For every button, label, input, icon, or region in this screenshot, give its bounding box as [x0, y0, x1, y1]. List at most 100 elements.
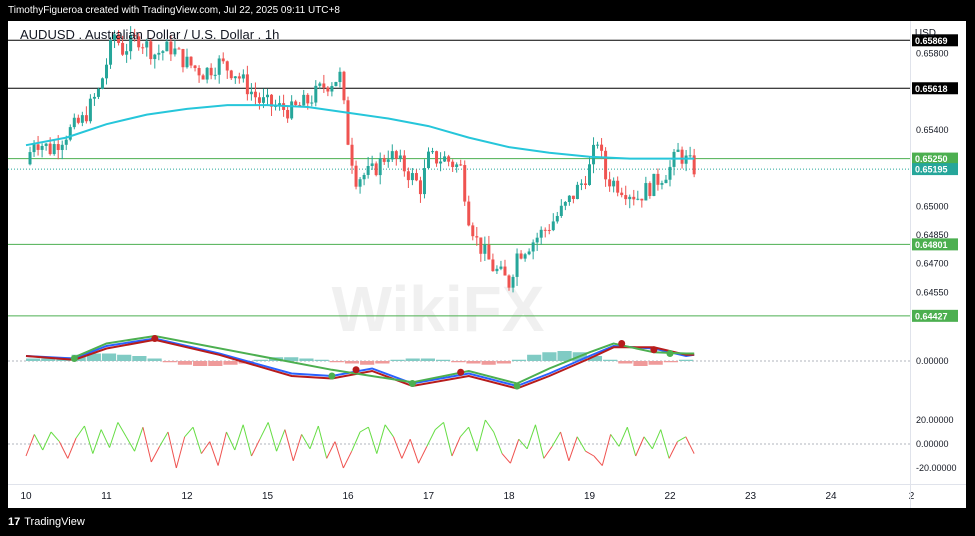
- macd-histogram-bar: [147, 358, 162, 361]
- chart-title: AUDUSD . Australian Dollar / U.S. Dollar…: [20, 27, 280, 42]
- candle-body: [157, 52, 161, 55]
- macd-cross-marker: [513, 382, 521, 390]
- last-price-label: 0.65195: [915, 165, 948, 175]
- candle-body: [173, 48, 177, 55]
- tradingview-logo[interactable]: 17 TradingView: [8, 515, 85, 529]
- macd-cross-marker: [618, 340, 626, 347]
- candle-body: [286, 109, 290, 119]
- osc-segment: [83, 425, 94, 454]
- candle-body: [64, 139, 68, 145]
- candle-body: [133, 34, 137, 37]
- macd-histogram-bar: [41, 358, 56, 361]
- candle-body: [125, 51, 129, 55]
- candle-body: [551, 221, 555, 231]
- macd-histogram-bar: [177, 361, 193, 365]
- osc-segment: [534, 424, 545, 459]
- candle-body: [563, 201, 567, 206]
- y-tick-label: 0.64700: [916, 259, 949, 269]
- macd-histogram-bar: [481, 361, 496, 365]
- candle-body: [88, 98, 92, 122]
- candle-body: [664, 179, 668, 184]
- candle-body: [56, 144, 60, 150]
- candle-body: [660, 183, 664, 185]
- osc-segment: [351, 431, 361, 452]
- candle-body: [632, 196, 636, 200]
- candle-body: [358, 179, 362, 187]
- candle-body: [165, 41, 169, 52]
- candle-body: [604, 150, 608, 180]
- osc-segment: [50, 431, 60, 442]
- candle-body: [113, 34, 117, 41]
- macd-cross-marker: [666, 350, 674, 357]
- candle-body: [314, 85, 318, 103]
- last-price-box: [912, 163, 958, 176]
- footer-bar: 17 TradingView: [0, 508, 975, 536]
- tradingview-brand: TradingView: [24, 516, 85, 528]
- candle-body: [318, 83, 322, 86]
- candle-body: [169, 41, 173, 55]
- macd-histogram-bar: [344, 361, 360, 364]
- candle-body: [197, 68, 201, 76]
- candle-body: [109, 40, 113, 65]
- candle-body: [491, 259, 495, 272]
- candle-body: [217, 58, 221, 75]
- osc-segment: [401, 439, 411, 459]
- osc-segment: [359, 426, 369, 433]
- osc-segment: [251, 438, 261, 457]
- osc-segment: [125, 436, 136, 452]
- candle-body: [129, 34, 133, 52]
- osc-segment: [518, 438, 528, 450]
- candle-body: [153, 54, 157, 60]
- osc-segment: [409, 439, 420, 464]
- level-label: 0.64801: [915, 240, 948, 250]
- currency-label: USD: [914, 28, 936, 39]
- candle-body: [28, 152, 32, 165]
- candle-body: [483, 244, 487, 254]
- candle-body: [342, 71, 346, 101]
- candle-body: [298, 105, 302, 107]
- candle-body: [455, 164, 459, 168]
- macd-histogram-bar: [648, 361, 663, 365]
- level-label-box: [912, 238, 958, 251]
- osc-segment: [58, 441, 69, 459]
- macd-histogram-bar: [466, 361, 481, 364]
- candle-body: [40, 145, 44, 150]
- osc-segment: [109, 422, 119, 448]
- osc-segment: [292, 434, 303, 461]
- candle-body: [507, 275, 511, 288]
- osc-segment: [677, 436, 687, 443]
- candle-body: [579, 183, 583, 185]
- osc-segment: [651, 429, 662, 449]
- candle-body: [378, 158, 382, 176]
- macd-histogram-bar: [603, 359, 618, 361]
- osc-segment: [317, 425, 328, 459]
- osc-segment: [92, 429, 102, 454]
- level-label: 0.65250: [915, 154, 948, 164]
- candle-body: [644, 183, 648, 201]
- macd-cross-marker: [328, 372, 336, 380]
- osc-segment: [184, 426, 194, 438]
- tradingview-logo-icon: 17: [8, 516, 21, 528]
- candle-body: [527, 251, 531, 255]
- macd-histogram-bar: [253, 359, 268, 361]
- candle-body: [177, 48, 181, 50]
- candle-body: [640, 198, 644, 201]
- osc-segment: [626, 427, 637, 457]
- candle-body: [213, 74, 217, 76]
- candle-body: [96, 88, 100, 97]
- y-tick-label: 0.64550: [916, 287, 949, 297]
- candle-body: [253, 91, 257, 98]
- osc-segment: [384, 424, 394, 438]
- osc-segment: [476, 419, 486, 452]
- osc-segment: [585, 450, 595, 457]
- time-axis-divider: [8, 484, 966, 485]
- candle-body: [209, 67, 213, 76]
- chart-svg[interactable]: WikiFX0.658000.654000.650000.648500.6470…: [8, 21, 966, 508]
- osc-segment: [543, 446, 553, 459]
- macd-histogram-bar: [101, 353, 117, 361]
- candle-body: [519, 253, 523, 259]
- candle-body: [390, 151, 394, 160]
- macd-histogram-bar: [405, 358, 420, 361]
- chart-panel[interactable]: WikiFX 0.65800 0.65400 0.65000 0.64850 0.6470…: [8, 21, 966, 508]
- osc-segment: [209, 441, 219, 466]
